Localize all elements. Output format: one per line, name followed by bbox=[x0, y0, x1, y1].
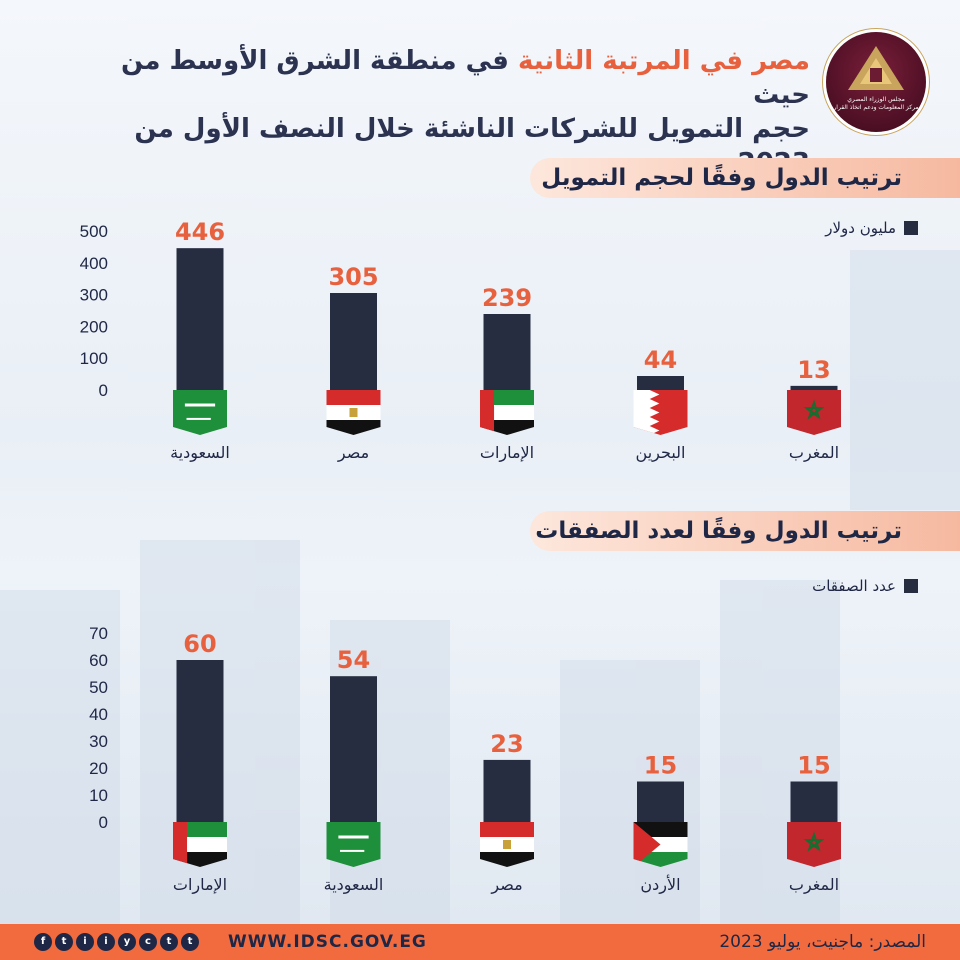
value-label: 446 bbox=[175, 218, 225, 246]
y-tick-label: 200 bbox=[80, 317, 108, 336]
title-rest: في منطقة الشرق الأوسط من حيث bbox=[120, 46, 810, 110]
bar bbox=[790, 781, 838, 822]
jordan-flag-icon bbox=[633, 822, 688, 867]
bars: 60 الإمارات 54 السعودية 23 مصر 15 الأردن 15 المغر… bbox=[173, 630, 841, 895]
value-label: 54 bbox=[337, 646, 370, 674]
deals-chart: 70 60 50 40 30 20 10 0 60 الإمارات 54 السعودية 23 مصر… bbox=[89, 624, 841, 895]
y-tick-label: 60 bbox=[89, 651, 108, 670]
y-axis: 70 60 50 40 30 20 10 0 bbox=[89, 624, 108, 832]
legend-1: مليون دولار bbox=[825, 219, 918, 237]
logo-text-2: مركز المعلومات ودعم اتخاذ القرار bbox=[833, 104, 919, 111]
funding-chart: 500 400 300 200 100 0 446 السعودية 305 مصر 239 الإم… bbox=[80, 218, 841, 463]
y-tick-label: 400 bbox=[80, 254, 108, 273]
saudi-flag-icon bbox=[173, 390, 227, 435]
value-label: 305 bbox=[328, 263, 378, 291]
egypt-flag-icon bbox=[326, 390, 381, 435]
social-yt-icon[interactable]: y bbox=[118, 933, 136, 951]
social-t-icon[interactable]: t bbox=[55, 933, 73, 951]
y-axis: 500 400 300 200 100 0 bbox=[80, 222, 108, 400]
category-label: السعودية bbox=[170, 443, 230, 463]
uae-flag-icon bbox=[173, 822, 227, 867]
bar bbox=[330, 293, 377, 390]
y-tick-label: 40 bbox=[89, 705, 108, 724]
bars: 446 السعودية 305 مصر 239 الإمارات 44 البحرين 13 ا… bbox=[170, 218, 841, 463]
title-highlight: مصر في المرتبة الثانية bbox=[518, 46, 810, 76]
value-label: 44 bbox=[644, 346, 677, 374]
legend-1-swatch bbox=[904, 221, 918, 235]
category-label: البحرين bbox=[636, 443, 686, 463]
bar bbox=[637, 781, 684, 822]
y-tick-label: 10 bbox=[89, 786, 108, 805]
value-label: 239 bbox=[482, 284, 532, 312]
social-f-icon[interactable]: f bbox=[34, 933, 52, 951]
y-tick-label: 500 bbox=[80, 222, 108, 241]
category-label: مصر bbox=[490, 875, 522, 895]
source-note: المصدر: ماجنيت، يوليو 2023 bbox=[719, 932, 926, 952]
bar bbox=[330, 676, 377, 822]
pyramid-icon bbox=[848, 46, 904, 90]
social-tg-icon[interactable]: t bbox=[160, 933, 178, 951]
y-tick-label: 300 bbox=[80, 286, 108, 305]
idsc-logo: مجلس الوزراء المصري مركز المعلومات ودعم … bbox=[826, 32, 926, 132]
legend-1-label: مليون دولار bbox=[825, 219, 896, 237]
bar bbox=[637, 376, 684, 390]
social-tk-icon[interactable]: t bbox=[181, 933, 199, 951]
morocco-flag-icon bbox=[787, 390, 841, 435]
y-tick-label: 0 bbox=[99, 813, 108, 832]
y-tick-label: 30 bbox=[89, 732, 108, 751]
y-tick-label: 20 bbox=[89, 759, 108, 778]
bar bbox=[176, 248, 224, 390]
bar bbox=[790, 385, 838, 390]
page-title: مصر في المرتبة الثانية في منطقة الشرق ال… bbox=[110, 44, 810, 180]
y-tick-label: 70 bbox=[89, 624, 108, 643]
bar bbox=[176, 660, 224, 822]
section-2-header: ترتيب الدول وفقًا لعدد الصفقات bbox=[530, 511, 960, 551]
social-in-icon[interactable]: i bbox=[97, 933, 115, 951]
bahrain-flag-icon bbox=[633, 390, 688, 435]
y-tick-label: 0 bbox=[99, 381, 108, 400]
morocco-flag-icon bbox=[787, 822, 841, 867]
social-ig-icon[interactable]: i bbox=[76, 933, 94, 951]
website-link[interactable]: WWW.IDSC.GOV.EG bbox=[228, 932, 427, 952]
bar bbox=[483, 759, 531, 822]
legend-2-label: عدد الصفقات bbox=[812, 577, 896, 595]
category-label: مصر bbox=[337, 443, 369, 463]
logo-text-1: مجلس الوزراء المصري bbox=[847, 96, 905, 103]
category-label: السعودية bbox=[324, 875, 384, 895]
social-ch-icon[interactable]: c bbox=[139, 933, 157, 951]
y-tick-label: 50 bbox=[89, 678, 108, 697]
section-1-header: ترتيب الدول وفقًا لحجم التمويل bbox=[530, 158, 960, 198]
bar bbox=[483, 313, 531, 390]
legend-2-swatch bbox=[904, 579, 918, 593]
category-label: الأردن bbox=[640, 874, 680, 895]
saudi-flag-icon bbox=[326, 822, 381, 867]
uae-flag-icon bbox=[480, 390, 534, 435]
y-tick-label: 100 bbox=[80, 349, 108, 368]
value-label: 60 bbox=[183, 630, 216, 658]
category-label: المغرب bbox=[789, 443, 839, 463]
category-label: المغرب bbox=[789, 875, 839, 895]
category-label: الإمارات bbox=[173, 875, 227, 895]
legend-2: عدد الصفقات bbox=[812, 577, 918, 595]
value-label: 13 bbox=[797, 356, 830, 384]
value-label: 15 bbox=[644, 752, 677, 780]
egypt-flag-icon bbox=[480, 822, 534, 867]
value-label: 15 bbox=[797, 752, 830, 780]
value-label: 23 bbox=[490, 730, 523, 758]
category-label: الإمارات bbox=[480, 443, 534, 463]
